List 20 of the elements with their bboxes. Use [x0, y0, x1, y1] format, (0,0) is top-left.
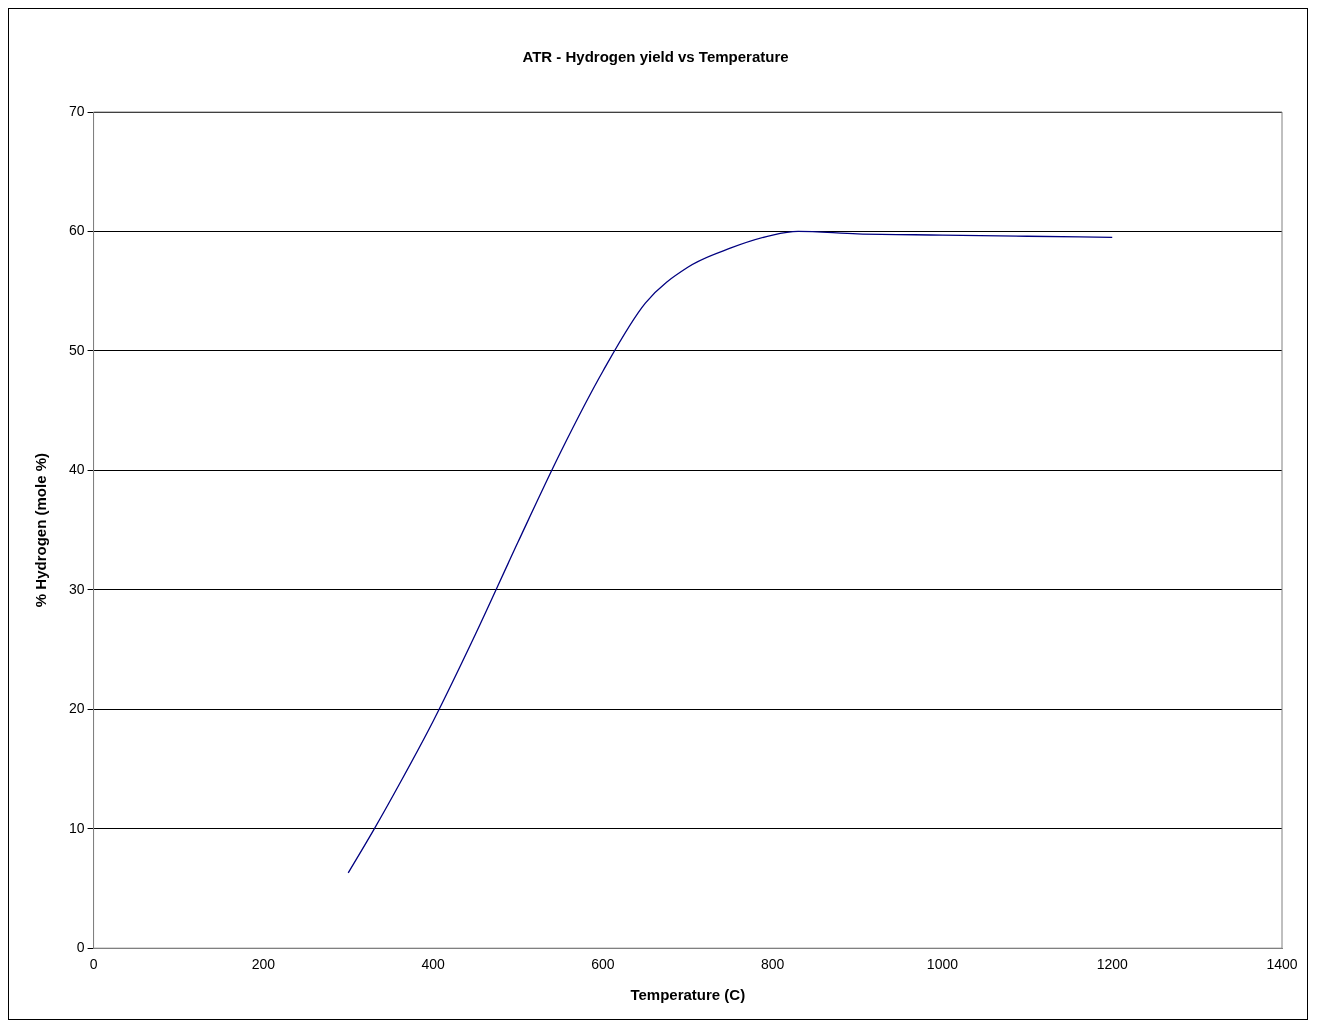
y-tick-label: 70 — [68, 102, 85, 119]
y-tick-label: 10 — [68, 819, 85, 836]
y-tick-label: 20 — [68, 700, 85, 717]
y-tick-label: 40 — [68, 461, 85, 478]
x-tick-label: 200 — [251, 956, 276, 973]
y-tick-label: 30 — [68, 580, 85, 597]
x-tick-label: 800 — [760, 956, 785, 973]
y-tick-label: 0 — [76, 939, 85, 956]
y-axis-title: % Hydrogen (mole %) — [32, 453, 50, 608]
x-tick-label: 400 — [421, 956, 446, 973]
y-tick-label: 60 — [68, 222, 85, 239]
chart-title: ATR - Hydrogen yield vs Temperature — [522, 48, 789, 66]
line-series — [347, 230, 1113, 874]
x-tick-label: 600 — [591, 956, 615, 973]
x-tick-label: 0 — [89, 956, 98, 973]
x-tick-label: 1200 — [1096, 956, 1128, 973]
x-tick-label: 1000 — [926, 956, 959, 973]
y-tick-label: 50 — [68, 341, 85, 358]
x-axis-title: Temperature (C) — [630, 986, 746, 1004]
x-tick-label: 1400 — [1266, 956, 1298, 973]
